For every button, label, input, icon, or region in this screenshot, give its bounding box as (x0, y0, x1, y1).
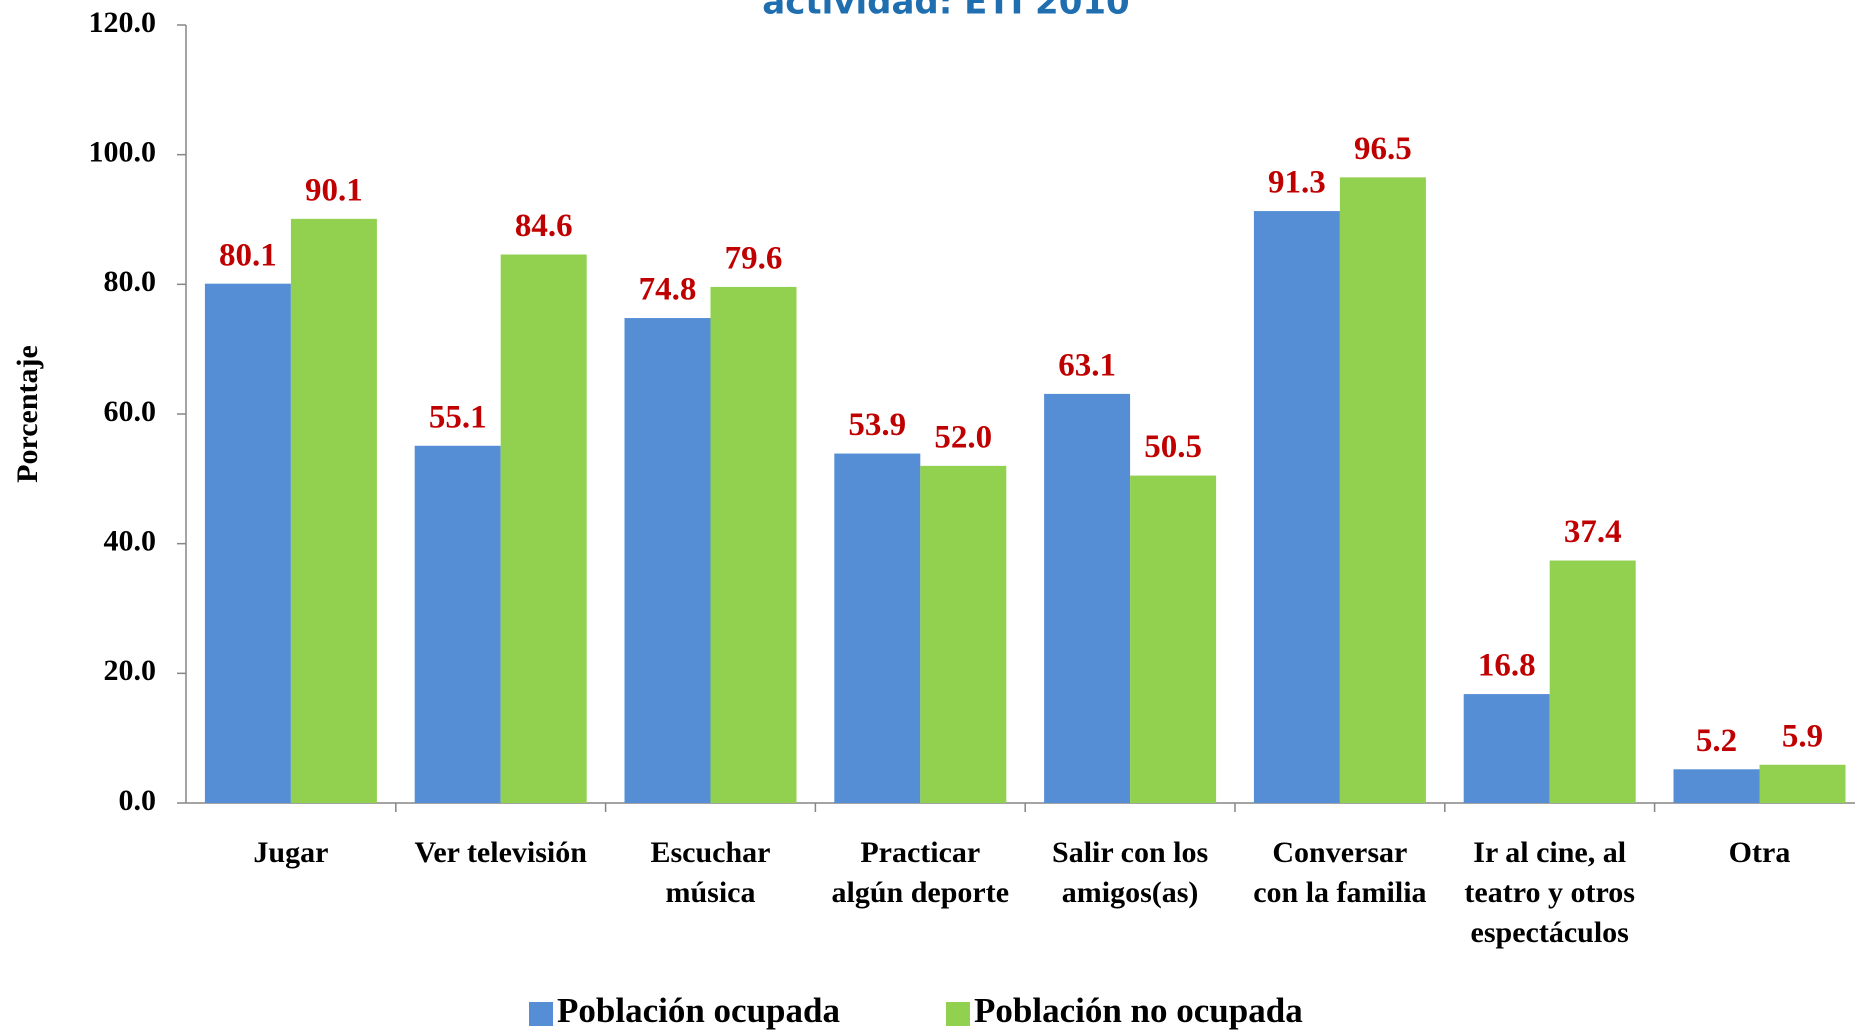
bar (204, 283, 291, 803)
x-tick-label: Ver televisión (414, 836, 587, 869)
bar (710, 286, 797, 804)
bar (1130, 475, 1217, 803)
value-label: 80.1 (219, 237, 277, 273)
value-label: 5.9 (1782, 718, 1823, 754)
x-tick-label: Conversar con la familia (1253, 836, 1427, 909)
bar (1463, 694, 1550, 803)
value-label: 37.4 (1564, 514, 1622, 550)
y-tick-label: 20.0 (104, 654, 157, 687)
bar (414, 445, 501, 803)
value-label: 96.5 (1354, 131, 1412, 167)
value-label: 5.2 (1696, 723, 1737, 759)
value-label: 52.0 (934, 419, 992, 455)
x-tick-label: Escuchar música (650, 836, 771, 909)
bar (1253, 211, 1340, 804)
bar (290, 218, 377, 803)
y-tick-label: 60.0 (104, 395, 157, 428)
bar (1549, 560, 1636, 803)
y-tick-label: 120.0 (89, 6, 157, 39)
y-tick-label: 80.0 (104, 265, 157, 298)
y-tick-label: 0.0 (119, 784, 157, 817)
value-label: 79.6 (725, 241, 783, 277)
legend-swatch (529, 1002, 553, 1026)
value-label: 50.5 (1144, 429, 1202, 465)
value-label: 91.3 (1268, 165, 1326, 201)
chart-title: actividad: ETI 2010 (762, 0, 1129, 23)
value-label: 90.1 (305, 172, 363, 208)
value-label: 55.1 (429, 399, 487, 435)
bar (1673, 769, 1760, 803)
bar (500, 254, 587, 803)
value-label: 16.8 (1478, 648, 1536, 684)
value-label: 53.9 (848, 407, 906, 443)
y-axis-label: Porcentaje (11, 345, 44, 483)
bar (920, 465, 1007, 803)
y-tick-label: 100.0 (89, 136, 157, 169)
value-label: 74.8 (639, 272, 697, 308)
bar (1339, 177, 1426, 803)
x-tick-label: Jugar (253, 836, 329, 869)
x-tick-label: Otra (1728, 836, 1791, 869)
y-tick-label: 40.0 (104, 525, 157, 558)
legend-swatch (946, 1002, 970, 1026)
bar (834, 453, 921, 803)
legend-label: Población ocupada (557, 991, 840, 1030)
x-tick-label: Practicar algún deporte (831, 836, 1010, 909)
legend-label: Población no ocupada (974, 991, 1303, 1030)
value-label: 84.6 (515, 208, 573, 244)
x-tick-label: Salir con los amigos(as) (1052, 836, 1209, 909)
x-tick-label: Ir al cine, al teatro y otros espectácul… (1464, 836, 1635, 949)
value-label: 63.1 (1058, 347, 1116, 383)
bar (1044, 393, 1131, 803)
bar (624, 318, 711, 803)
bar (1759, 764, 1846, 803)
